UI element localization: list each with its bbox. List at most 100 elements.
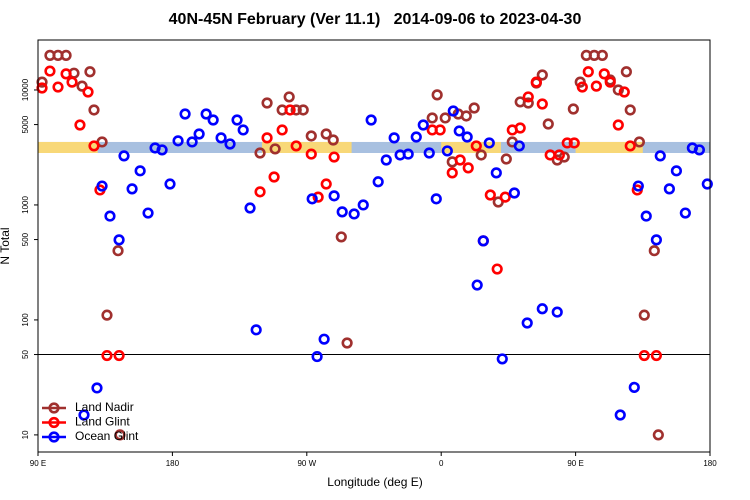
point bbox=[536, 98, 548, 110]
legend-marker bbox=[48, 416, 60, 429]
point bbox=[431, 89, 443, 101]
point bbox=[250, 324, 262, 336]
point bbox=[60, 49, 72, 61]
point bbox=[598, 68, 610, 80]
point bbox=[542, 118, 554, 130]
band-segment bbox=[262, 141, 352, 153]
y-tick-label: 10 bbox=[21, 430, 30, 439]
legend-marker bbox=[48, 431, 60, 443]
point bbox=[477, 235, 489, 247]
point bbox=[624, 104, 636, 116]
point bbox=[82, 86, 94, 98]
point bbox=[447, 105, 459, 117]
point bbox=[514, 122, 526, 134]
point bbox=[693, 144, 705, 156]
point bbox=[522, 91, 534, 103]
point bbox=[638, 349, 650, 362]
point bbox=[261, 132, 273, 144]
point bbox=[492, 196, 504, 208]
point bbox=[521, 317, 533, 329]
point bbox=[224, 138, 236, 150]
point bbox=[348, 208, 360, 220]
point bbox=[461, 131, 473, 143]
y-tick-label: 10000 bbox=[21, 78, 30, 101]
point bbox=[283, 91, 295, 103]
point bbox=[638, 309, 650, 321]
y-tick-label: 5000 bbox=[21, 115, 30, 133]
point bbox=[88, 140, 100, 152]
point bbox=[74, 119, 86, 131]
point bbox=[231, 114, 243, 126]
point bbox=[632, 180, 644, 192]
point bbox=[388, 132, 400, 144]
point bbox=[650, 349, 662, 362]
point bbox=[434, 124, 446, 136]
point bbox=[470, 140, 482, 152]
point bbox=[624, 140, 636, 152]
point bbox=[114, 429, 126, 441]
point bbox=[499, 191, 511, 203]
point bbox=[336, 206, 348, 218]
point bbox=[551, 306, 563, 318]
point bbox=[268, 171, 280, 183]
point bbox=[454, 154, 466, 166]
point bbox=[654, 150, 666, 162]
point bbox=[254, 186, 266, 198]
point bbox=[652, 429, 664, 441]
point bbox=[357, 199, 369, 211]
point bbox=[284, 104, 296, 116]
point bbox=[417, 119, 429, 131]
x-tick-label: 90 E bbox=[30, 459, 46, 468]
point bbox=[78, 409, 90, 421]
legend-label: Ocean Glint bbox=[75, 429, 139, 443]
point bbox=[553, 149, 565, 161]
point bbox=[186, 136, 198, 148]
point bbox=[179, 108, 191, 120]
point bbox=[200, 108, 212, 120]
point bbox=[328, 190, 340, 202]
point bbox=[620, 66, 632, 78]
point bbox=[328, 151, 340, 163]
point bbox=[612, 84, 624, 96]
point bbox=[101, 349, 113, 362]
point bbox=[544, 149, 556, 161]
point bbox=[311, 350, 323, 363]
y-tick-label: 1000 bbox=[21, 195, 30, 213]
point bbox=[640, 210, 652, 222]
point bbox=[134, 165, 146, 177]
plot-frame bbox=[37, 39, 711, 453]
y-axis-label: N Total bbox=[0, 227, 12, 264]
x-tick-label: 180 bbox=[166, 459, 180, 468]
point bbox=[254, 147, 266, 159]
point bbox=[306, 193, 318, 205]
point bbox=[237, 124, 249, 136]
point bbox=[441, 145, 453, 157]
point bbox=[561, 137, 573, 149]
band bbox=[38, 141, 710, 153]
point bbox=[290, 140, 302, 152]
point bbox=[490, 167, 502, 179]
point bbox=[320, 128, 332, 140]
point bbox=[590, 80, 602, 92]
point bbox=[276, 124, 288, 136]
point bbox=[402, 148, 414, 160]
point bbox=[663, 183, 675, 195]
point bbox=[215, 132, 227, 144]
point bbox=[113, 349, 125, 362]
point bbox=[500, 153, 512, 165]
point bbox=[426, 112, 438, 124]
x-axis-label: Longitude (deg E) bbox=[327, 475, 422, 489]
point bbox=[484, 189, 496, 201]
point bbox=[596, 49, 608, 61]
point bbox=[380, 154, 392, 166]
band-segment bbox=[575, 141, 643, 153]
point bbox=[618, 86, 630, 98]
legend-label: Land Glint bbox=[75, 415, 130, 429]
point bbox=[36, 82, 48, 94]
point bbox=[679, 207, 691, 219]
point bbox=[118, 150, 130, 162]
point bbox=[66, 76, 78, 88]
point bbox=[76, 80, 88, 92]
point bbox=[269, 143, 281, 155]
